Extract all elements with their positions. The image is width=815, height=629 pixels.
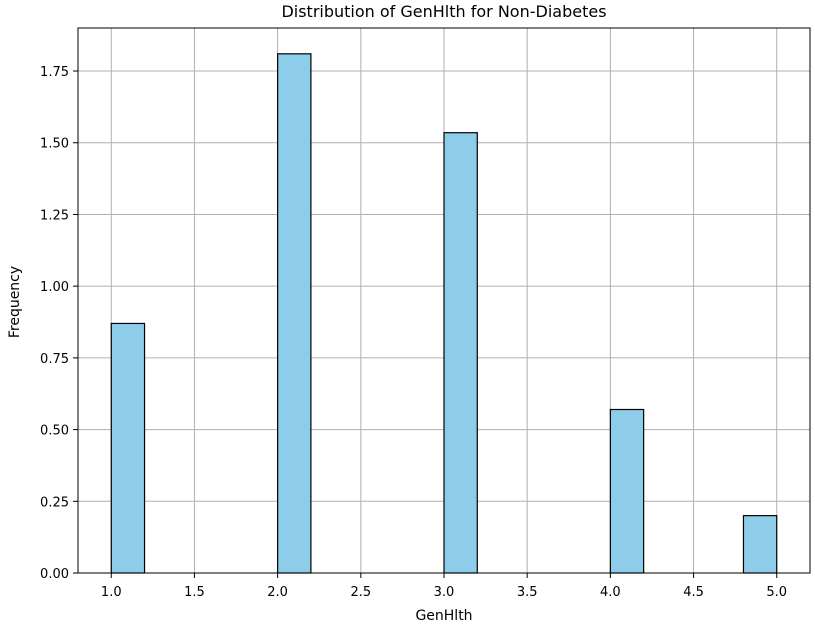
y-tick-label: 0.25	[40, 495, 69, 510]
y-tick-label: 1.25	[40, 208, 69, 223]
y-tick-label: 0.75	[40, 352, 69, 367]
x-axis-label: GenHlth	[415, 608, 472, 624]
y-tick-label: 1.00	[40, 280, 69, 295]
chart-title: Distribution of GenHlth for Non-Diabetes	[281, 2, 606, 21]
plot-frame	[77, 27, 811, 574]
x-tick-label: 1.5	[184, 585, 205, 600]
x-tick-label: 4.5	[683, 585, 704, 600]
x-tick-label: 2.0	[267, 585, 288, 600]
y-tick-label: 0.50	[40, 424, 69, 439]
bars	[110, 53, 778, 574]
axis-ticks: 1.0 1.5 2.0 2.5 3.0 3.5 4.0 4.5 5.0 0.00 0.25 0.50 0…	[40, 65, 787, 600]
x-tick-label: 2.5	[350, 585, 371, 600]
histogram-bar	[609, 408, 645, 574]
x-tick-label: 3.0	[434, 585, 455, 600]
y-tick-label: 1.75	[40, 65, 69, 80]
x-tick-label: 3.5	[517, 585, 538, 600]
x-tick-label: 1.0	[101, 585, 122, 600]
y-axis-label: Frequency	[7, 266, 23, 338]
histogram-bar	[277, 53, 312, 574]
histogram-bar	[742, 515, 778, 574]
x-tick-label: 5.0	[766, 585, 787, 600]
y-tick-label: 0.00	[40, 567, 69, 582]
x-tick-label: 4.0	[600, 585, 621, 600]
histogram-bar	[110, 322, 146, 574]
y-tick-label: 1.50	[40, 137, 69, 152]
histogram-bar	[443, 132, 478, 574]
